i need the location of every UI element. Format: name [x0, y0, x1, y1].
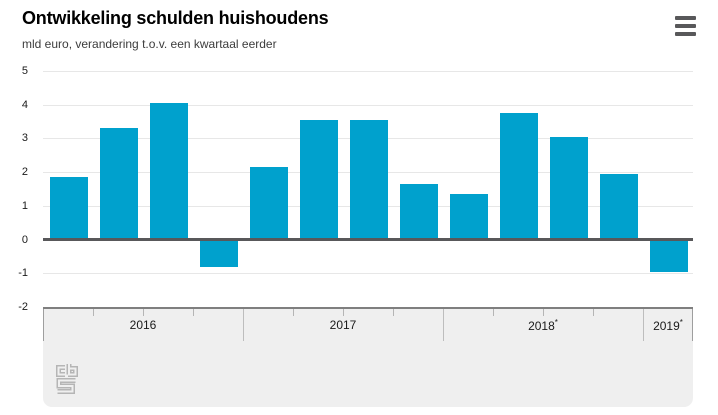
quarter-tick	[93, 309, 94, 316]
bar-2018-K3[interactable]	[550, 136, 588, 240]
y-axis-tick-label: 3	[21, 132, 28, 145]
zero-axis-line	[43, 238, 693, 242]
year-separator	[692, 309, 693, 341]
cbs-logo	[56, 364, 78, 394]
y-axis-tick-label: 1	[21, 199, 28, 212]
year-separator	[43, 309, 44, 341]
year-separator	[243, 309, 244, 341]
y-axis-tick-label: 2	[21, 166, 28, 179]
x-axis-year-label: 2016	[129, 318, 157, 332]
hamburger-menu-icon[interactable]	[675, 16, 696, 36]
bar-2017-K1[interactable]	[250, 167, 288, 240]
bar-2019-K1[interactable]	[650, 239, 688, 272]
bar-2017-K2[interactable]	[300, 119, 338, 240]
year-separator	[643, 309, 644, 341]
plot-area	[43, 71, 693, 307]
quarter-tick	[393, 309, 394, 316]
bar-2016-K1[interactable]	[50, 177, 88, 240]
chart-subtitle: mld euro, verandering t.o.v. een kwartaa…	[22, 37, 277, 51]
quarter-tick	[343, 309, 344, 316]
quarter-tick	[593, 309, 594, 316]
quarter-tick	[293, 309, 294, 316]
bar-2018-K4[interactable]	[600, 173, 638, 240]
hamburger-bar	[675, 16, 696, 20]
bar-2016-K2[interactable]	[100, 128, 138, 240]
y-axis: 5 4 3 2 1 0 -1 -2	[0, 65, 31, 313]
bar-2018-K2[interactable]	[500, 113, 538, 240]
year-separator	[443, 309, 444, 341]
x-axis-year-label: 2017	[329, 318, 357, 332]
provisional-marker: *	[554, 318, 558, 327]
gridline	[43, 104, 693, 106]
y-axis-tick-label: -2	[18, 301, 28, 313]
y-axis-tick-label: 5	[21, 65, 28, 77]
gridline	[43, 71, 693, 72]
bar-2018-K1[interactable]	[450, 194, 488, 240]
hamburger-bar	[675, 24, 696, 28]
x-axis-year-label: 2018*	[528, 318, 558, 333]
quarter-tick	[543, 309, 544, 316]
quarter-tick	[193, 309, 194, 316]
hamburger-bar	[675, 32, 696, 36]
provisional-marker: *	[679, 318, 683, 327]
bar-2016-K4[interactable]	[200, 239, 238, 267]
y-axis-tick-label: -1	[18, 267, 28, 280]
bar-2017-K3[interactable]	[350, 119, 388, 240]
y-axis-tick-label: 4	[21, 98, 28, 111]
quarter-tick	[493, 309, 494, 316]
bar-2017-K4[interactable]	[400, 183, 438, 240]
page-title: Ontwikkeling schulden huishoudens	[22, 8, 329, 28]
x-axis-year-label: 2019*	[653, 318, 683, 333]
y-axis-tick-label: 0	[21, 233, 28, 246]
bar-2016-K3[interactable]	[150, 103, 188, 240]
x-axis-band: 2016 2017 2018* 2019*	[43, 307, 693, 407]
gridline	[43, 273, 693, 275]
quarter-tick	[143, 309, 144, 316]
